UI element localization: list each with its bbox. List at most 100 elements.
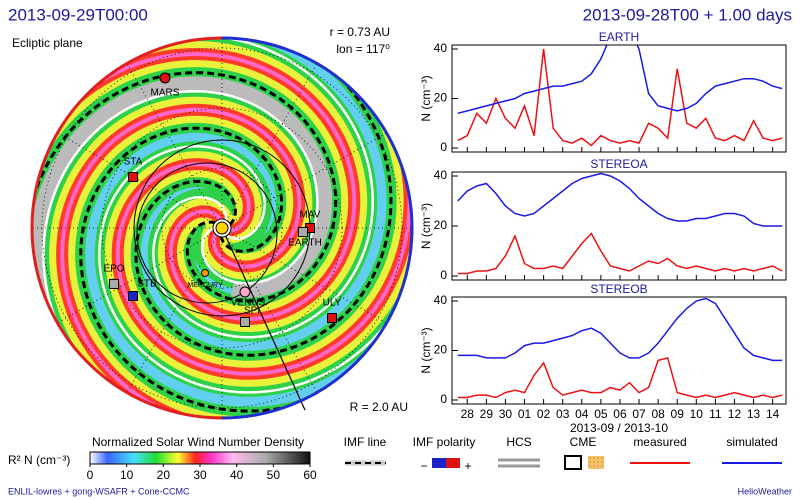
legend-cme: CME — [570, 435, 597, 449]
plane-label: Ecliptic plane — [12, 36, 83, 50]
density-arm — [115, 38, 412, 376]
x-tick-label: 09 — [671, 407, 685, 421]
body-label: SPI — [244, 306, 260, 317]
series-line — [457, 45, 783, 115]
panel-frame — [451, 296, 787, 405]
panel-frame — [451, 44, 787, 153]
x-axis-label: 2013-09 / 2013-10 — [570, 421, 668, 435]
colorbar-tick-label: 0 — [87, 468, 94, 482]
x-tick-label: 04 — [575, 407, 589, 421]
earth-line — [221, 227, 306, 411]
density-arm — [60, 107, 398, 418]
colorbar-tick-label: 50 — [267, 468, 281, 482]
right-title: 2013-09-28T00 + 1.00 days — [583, 5, 792, 24]
y-tick-label: 0 — [440, 140, 447, 154]
x-tick-label: 03 — [556, 407, 570, 421]
hcs-line — [98, 80, 412, 394]
legend-label: measured — [633, 435, 686, 449]
x-tick-label: 07 — [632, 407, 646, 421]
body-label: EARTH — [288, 238, 322, 249]
r-label: r = 0.73 AU — [330, 25, 390, 39]
left-title: 2013-09-29T00:00 — [8, 5, 148, 24]
body-marker — [109, 279, 119, 289]
y-tick-label: 0 — [440, 268, 447, 282]
disk — [32, 38, 412, 418]
x-tick-label: 30 — [499, 407, 513, 421]
y-tick-label: 40 — [434, 168, 448, 182]
rim — [30, 36, 223, 420]
body-label: MAV — [300, 210, 321, 221]
series-line — [457, 356, 783, 399]
orbit — [136, 162, 278, 304]
hcs-line — [42, 90, 319, 418]
hcs-line — [32, 38, 374, 339]
colorbar-label: R² N (cm⁻³) — [8, 453, 70, 467]
colorbar-tick-label: 40 — [230, 468, 244, 482]
legend-imf-polarity: IMF polarity — [413, 435, 476, 449]
body-marker — [327, 313, 337, 323]
body-label: STB — [137, 279, 157, 290]
panel-title: STEREOB — [590, 282, 647, 296]
x-tick-label: 13 — [747, 407, 761, 421]
body-marker — [201, 269, 209, 277]
y-tick-label: 20 — [434, 91, 448, 105]
x-tick-label: 28 — [461, 407, 475, 421]
y-axis-label: N (cm⁻³) — [419, 327, 433, 373]
legend-swatch — [588, 456, 604, 469]
colorbar-tick-label: 30 — [193, 468, 207, 482]
y-tick-label: 20 — [434, 343, 448, 357]
panel-title: EARTH — [599, 30, 639, 44]
legend-swatch — [564, 455, 582, 470]
x-tick-label: 06 — [613, 407, 627, 421]
panel-title: STEREOA — [590, 157, 647, 171]
body-marker — [159, 72, 171, 84]
imf-line — [105, 38, 393, 357]
series-line — [457, 48, 783, 147]
imf-line — [79, 126, 412, 413]
body-label: VENUS — [231, 298, 266, 309]
legend-imf-line: IMF line — [344, 435, 387, 449]
x-tick-label: 14 — [766, 407, 780, 421]
body-label: EPO — [103, 264, 124, 275]
lon-label: lon = 117⁰ — [336, 42, 390, 56]
y-tick-label: 40 — [434, 41, 448, 55]
R-label: R = 2.0 AU — [350, 400, 408, 414]
x-tick-label: 29 — [480, 407, 494, 421]
y-tick-label: 40 — [434, 293, 448, 307]
legend-swatch — [446, 458, 460, 468]
colorbar — [89, 451, 311, 465]
x-tick-label: 02 — [537, 407, 551, 421]
y-tick-label: 20 — [434, 218, 448, 232]
x-tick-label: 10 — [690, 407, 704, 421]
series-line — [457, 297, 783, 362]
legend-swatch — [432, 458, 446, 468]
y-tick-label: 0 — [440, 392, 447, 406]
body-marker — [128, 291, 138, 301]
colorbar-title: Normalized Solar Wind Number Density — [92, 435, 304, 449]
density-arm — [32, 52, 357, 322]
body-marker — [298, 227, 308, 237]
rim — [221, 36, 414, 420]
legend-plus: + — [464, 459, 471, 473]
panel-frame — [451, 171, 787, 281]
x-tick-label: 11 — [709, 407, 722, 421]
legend-hcs: HCS — [506, 435, 531, 449]
x-tick-label: 08 — [651, 407, 665, 421]
colorbar-tick-label: 60 — [303, 468, 317, 482]
y-axis-label: N (cm⁻³) — [419, 203, 433, 249]
body-label: MARS — [151, 88, 180, 99]
legend-label: simulated — [726, 435, 777, 449]
legend: IMF line IMF polarity − + HCS CME — [344, 435, 604, 473]
x-tick-label: 01 — [518, 407, 532, 421]
footer-right: HelioWeather — [738, 486, 792, 496]
series-line — [457, 172, 783, 227]
imf-line — [32, 71, 338, 418]
body-marker — [240, 317, 250, 327]
body-label: ULY — [323, 298, 342, 309]
y-axis-label: N (cm⁻³) — [419, 75, 433, 121]
x-tick-label: 05 — [594, 407, 608, 421]
body-label: STA — [124, 157, 143, 168]
sun — [215, 221, 229, 235]
